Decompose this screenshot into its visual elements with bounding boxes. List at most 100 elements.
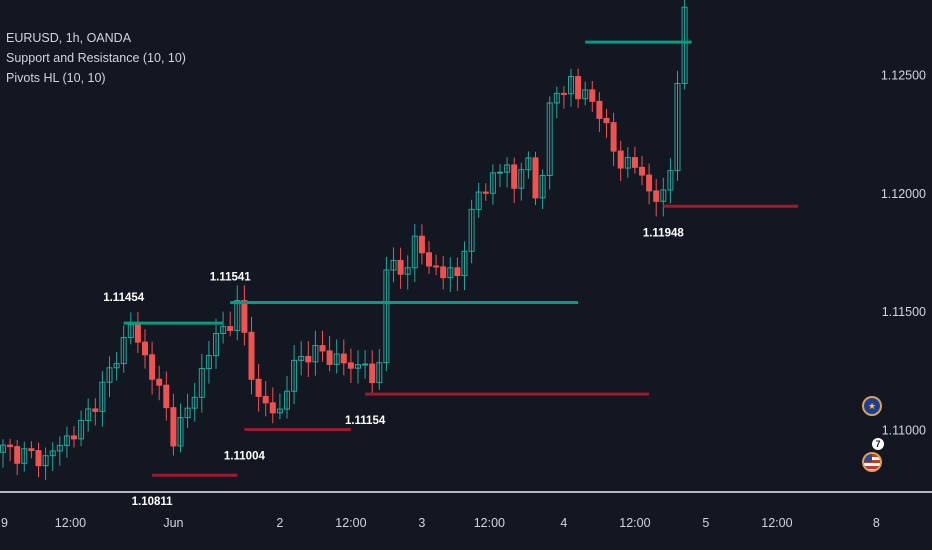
pivot-low-label: 1.11948 bbox=[643, 227, 685, 239]
candle-body bbox=[85, 408, 92, 421]
x-tick-label: 8 bbox=[873, 516, 880, 530]
candle-body bbox=[560, 92, 567, 95]
candle-body bbox=[127, 324, 134, 339]
candle-body bbox=[156, 378, 163, 386]
y-tick-label: 1.12000 bbox=[881, 187, 926, 201]
candle-body bbox=[305, 355, 312, 363]
candle-body bbox=[21, 448, 28, 464]
candle-body bbox=[319, 345, 326, 352]
candle-body bbox=[241, 299, 248, 333]
candle-body bbox=[447, 267, 454, 279]
candle-body bbox=[681, 6, 688, 84]
candle-body bbox=[397, 259, 404, 275]
candle-body bbox=[298, 355, 305, 361]
candle-body bbox=[532, 157, 539, 199]
x-tick-label: 12:00 bbox=[619, 516, 650, 530]
candle-body bbox=[234, 299, 241, 331]
y-tick-label: 1.11500 bbox=[882, 305, 926, 319]
candle-body bbox=[383, 269, 390, 364]
candle-body bbox=[7, 444, 14, 448]
candle-body bbox=[404, 267, 411, 275]
candle-body bbox=[134, 324, 141, 343]
candle-body bbox=[284, 390, 290, 410]
support-resistance-levels bbox=[123, 40, 799, 477]
pivot-labels: 1.11454 1.11541 1.10811 1.11004 1.11154 1.119… bbox=[103, 227, 684, 508]
candle-body bbox=[170, 407, 177, 447]
eu-flag-icon[interactable] bbox=[862, 396, 882, 416]
candle-body bbox=[646, 174, 653, 192]
candle-body bbox=[674, 82, 681, 172]
candle-body bbox=[56, 444, 63, 452]
candle-body bbox=[248, 331, 255, 380]
candle-body bbox=[28, 448, 35, 452]
pivot-low-label: 1.11004 bbox=[224, 451, 266, 463]
candle-body bbox=[142, 341, 148, 356]
candle-body bbox=[276, 408, 283, 414]
candle-body bbox=[63, 435, 70, 446]
pivot-high-label: 1.11454 bbox=[103, 292, 145, 304]
candle-body bbox=[596, 100, 603, 119]
candle-body bbox=[312, 345, 319, 363]
candle-body bbox=[92, 408, 99, 412]
candle-body bbox=[78, 419, 85, 440]
candle-body bbox=[369, 363, 376, 384]
candle-body bbox=[184, 407, 191, 419]
candle-body bbox=[511, 164, 518, 189]
candle-body bbox=[376, 362, 383, 384]
candle-body bbox=[49, 450, 56, 457]
candle-body bbox=[340, 353, 347, 364]
candle-body bbox=[546, 102, 553, 176]
candle-body bbox=[568, 76, 574, 95]
candle-body bbox=[539, 174, 546, 199]
candle-body bbox=[191, 396, 198, 409]
candle-body bbox=[333, 353, 340, 365]
pivot-high-label: 1.11541 bbox=[210, 272, 252, 284]
indicator-pivots-hl[interactable]: Pivots HL (10, 10) bbox=[6, 71, 106, 85]
x-tick-label: 12:00 bbox=[55, 516, 86, 530]
candle-body bbox=[489, 172, 496, 194]
candle-body bbox=[177, 417, 184, 447]
candle-body bbox=[411, 235, 418, 269]
candle-body bbox=[653, 190, 660, 202]
candle-body bbox=[0, 444, 6, 453]
candle-body bbox=[617, 150, 624, 169]
pivot-low-label: 1.11154 bbox=[345, 415, 386, 427]
candle-body bbox=[326, 350, 333, 365]
candle-body bbox=[461, 250, 468, 277]
x-tick-label: 12:00 bbox=[335, 516, 366, 530]
pivot-low-label: 1.10811 bbox=[132, 496, 174, 508]
candle-body bbox=[624, 157, 631, 169]
candle-body bbox=[418, 235, 425, 254]
candle-body bbox=[220, 326, 227, 334]
candle-body bbox=[163, 384, 170, 409]
candle-body bbox=[227, 326, 234, 331]
candle-body bbox=[610, 122, 617, 152]
candle-body bbox=[631, 157, 638, 168]
candle-body bbox=[582, 89, 589, 100]
candle-body bbox=[454, 267, 461, 277]
candle-body bbox=[426, 252, 432, 267]
candle-body bbox=[482, 191, 489, 194]
candle-body bbox=[440, 266, 447, 279]
price-scale[interactable]: 1.12500 1.12000 1.11500 1.11000 bbox=[881, 69, 926, 438]
candle-body bbox=[433, 265, 440, 268]
candle-body bbox=[355, 364, 361, 369]
candle-body bbox=[99, 381, 106, 412]
x-tick-label: 4 bbox=[560, 516, 567, 530]
time-scale[interactable]: 9 12:00 Jun 2 12:00 3 12:00 4 12:00 5 12:00 8 bbox=[1, 516, 880, 530]
candle-body bbox=[603, 117, 610, 124]
x-tick-label: 3 bbox=[418, 516, 425, 530]
x-tick-label: 2 bbox=[276, 516, 283, 530]
x-tick-label: Jun bbox=[163, 516, 183, 530]
candle-body bbox=[14, 446, 21, 464]
us-flag-icon[interactable] bbox=[862, 452, 882, 472]
candle-body bbox=[106, 367, 113, 383]
candle-body bbox=[113, 363, 120, 369]
indicator-support-resistance[interactable]: Support and Resistance (10, 10) bbox=[6, 51, 186, 65]
chart-legend: EURUSD, 1h, OANDA Support and Resistance… bbox=[6, 28, 186, 88]
candle-body bbox=[35, 450, 42, 467]
candle-body bbox=[589, 89, 596, 102]
symbol-label[interactable]: EURUSD, 1h, OANDA bbox=[6, 31, 132, 45]
candle-body bbox=[504, 164, 511, 173]
